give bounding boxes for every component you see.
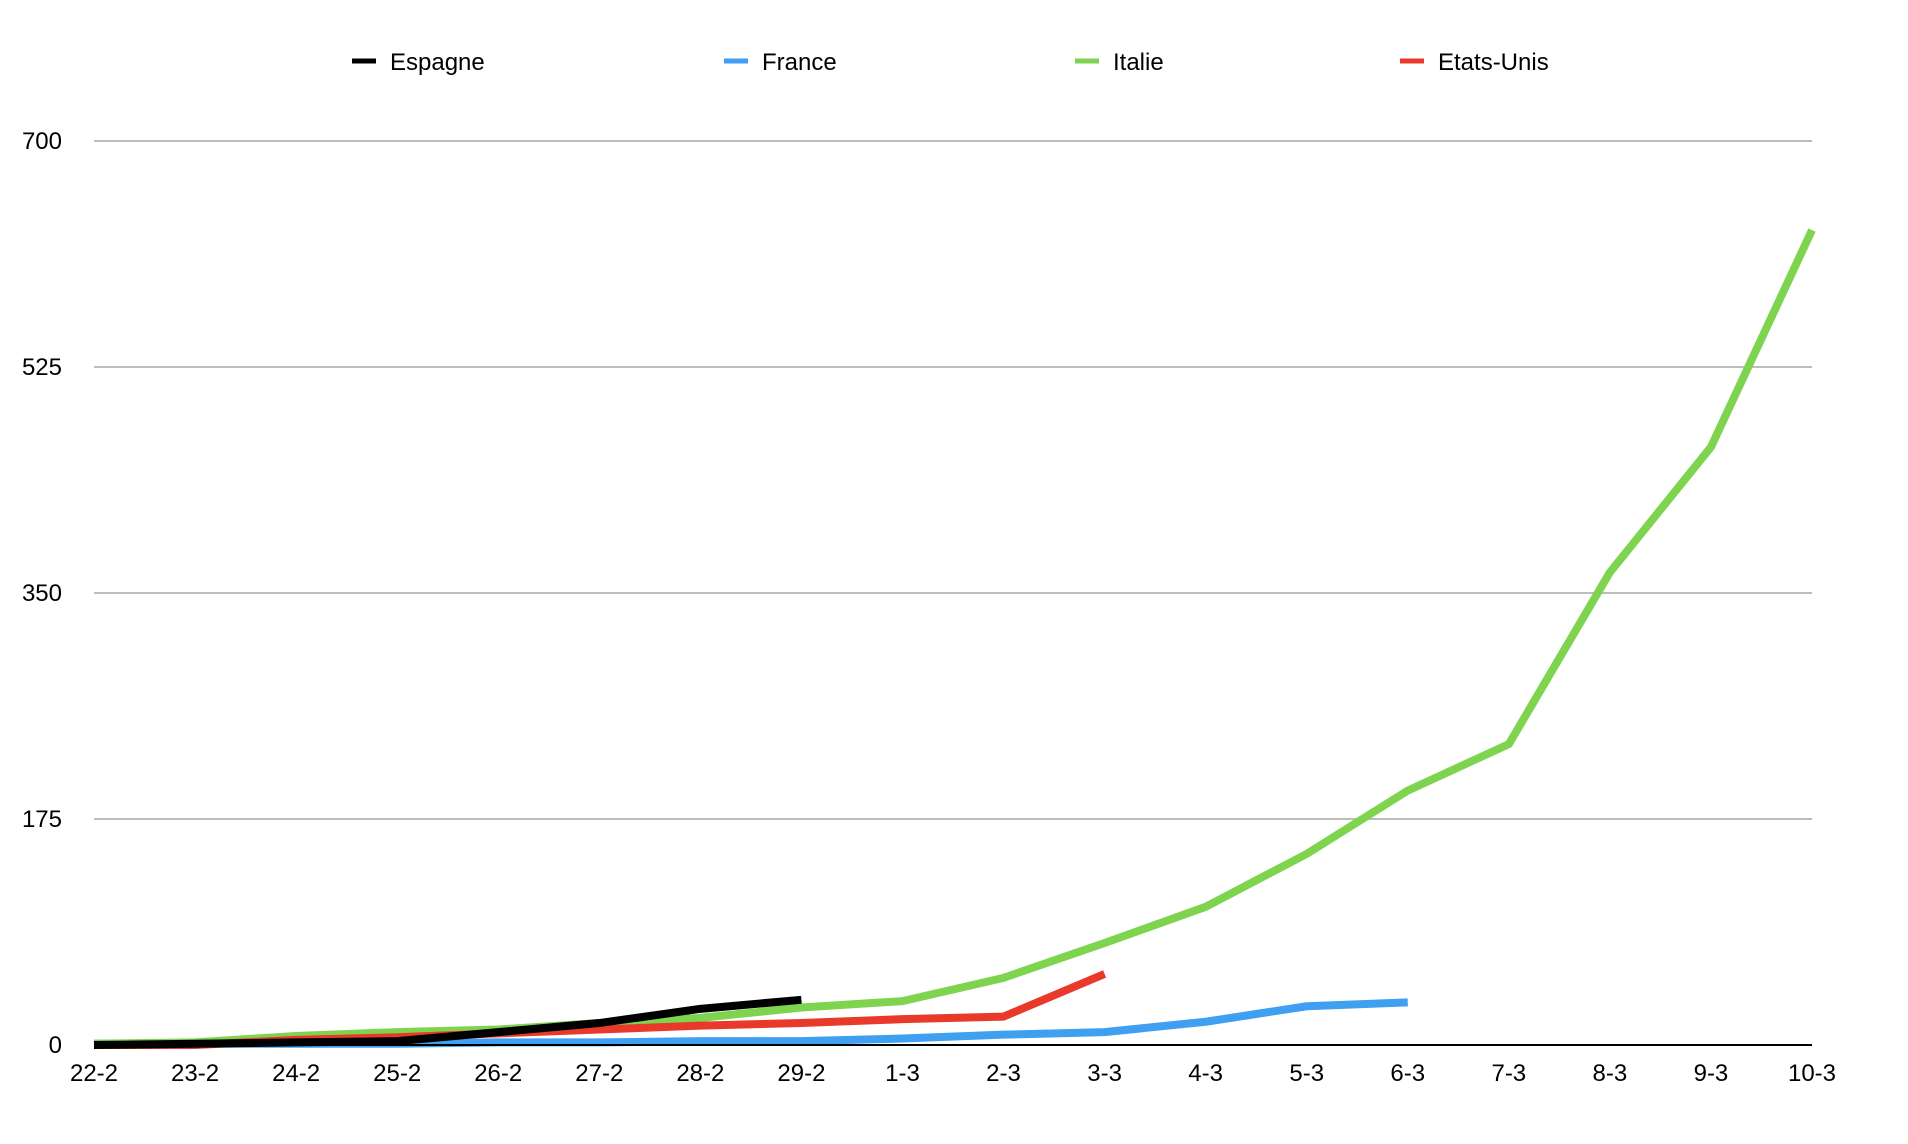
x-tick-label: 22-2	[70, 1060, 118, 1087]
legend-label: Espagne	[390, 49, 485, 76]
gridlines	[94, 140, 1812, 820]
x-tick-label: 26-2	[474, 1060, 522, 1087]
y-tick-label: 700	[22, 128, 62, 155]
y-tick-label: 350	[22, 580, 62, 607]
series-line-italie	[93, 228, 1816, 1048]
x-tick-label: 7-3	[1491, 1060, 1526, 1087]
x-tick-label: 6-3	[1390, 1060, 1425, 1087]
y-tick-label: 525	[22, 354, 62, 381]
x-tick-label: 25-2	[373, 1060, 421, 1087]
x-tick-label: 4-3	[1188, 1060, 1223, 1087]
legend-item-italie: Italie	[1075, 49, 1164, 76]
x-tick-label: 23-2	[171, 1060, 219, 1087]
legend: Espagne France Italie Etats-Unis	[352, 49, 1549, 76]
x-tick-label: 24-2	[272, 1060, 320, 1087]
x-tick-label: 28-2	[676, 1060, 724, 1087]
x-tick-label: 8-3	[1593, 1060, 1628, 1087]
x-axis-ticks: 22-2 23-2 24-2 25-2 26-2 27-2 28-2 29-2 1-3 2-3 3-…	[70, 1060, 1836, 1087]
x-tick-label: 2-3	[986, 1060, 1021, 1087]
x-tick-label: 27-2	[575, 1060, 623, 1087]
x-tick-label: 29-2	[777, 1060, 825, 1087]
x-tick-label: 3-3	[1087, 1060, 1122, 1087]
y-axis-ticks: 0 175 350 525 700	[22, 128, 62, 1059]
series-line-espagne	[93, 995, 802, 1049]
legend-item-france: France	[724, 49, 837, 76]
x-tick-label: 5-3	[1289, 1060, 1324, 1087]
x-tick-label: 1-3	[885, 1060, 920, 1087]
legend-label: Etats-Unis	[1438, 49, 1549, 76]
legend-label: France	[762, 49, 837, 76]
y-tick-label: 0	[49, 1032, 62, 1059]
x-tick-label: 9-3	[1694, 1060, 1729, 1087]
legend-item-etats-unis: Etats-Unis	[1400, 49, 1549, 76]
y-tick-label: 175	[22, 806, 62, 833]
legend-item-espagne: Espagne	[352, 49, 485, 76]
x-tick-label: 10-3	[1788, 1060, 1836, 1087]
series-lines	[93, 228, 1816, 1049]
legend-label: Italie	[1113, 49, 1164, 76]
